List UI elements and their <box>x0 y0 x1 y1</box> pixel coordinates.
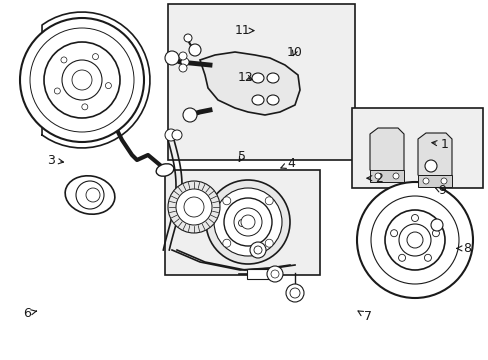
Circle shape <box>238 220 245 226</box>
Circle shape <box>181 58 189 66</box>
Circle shape <box>266 266 283 282</box>
Circle shape <box>81 104 88 110</box>
Circle shape <box>44 42 120 118</box>
Circle shape <box>179 64 186 72</box>
Circle shape <box>384 210 444 270</box>
Circle shape <box>430 219 442 231</box>
Circle shape <box>374 173 380 179</box>
Bar <box>351 108 482 188</box>
Text: 5: 5 <box>238 150 245 163</box>
Text: 2: 2 <box>366 172 382 185</box>
Circle shape <box>406 232 422 248</box>
Text: 9: 9 <box>434 184 446 197</box>
Bar <box>369 170 403 182</box>
Circle shape <box>356 182 472 298</box>
Circle shape <box>20 18 143 142</box>
Circle shape <box>76 181 104 209</box>
Circle shape <box>398 224 430 256</box>
Circle shape <box>62 60 102 100</box>
Circle shape <box>183 34 192 42</box>
Ellipse shape <box>251 95 264 105</box>
Circle shape <box>264 239 273 247</box>
Circle shape <box>205 180 289 264</box>
Polygon shape <box>200 52 299 115</box>
Circle shape <box>424 160 436 172</box>
Ellipse shape <box>65 176 115 214</box>
Circle shape <box>164 51 179 65</box>
Circle shape <box>168 181 220 233</box>
Circle shape <box>105 82 111 89</box>
Circle shape <box>183 108 197 122</box>
Text: 6: 6 <box>23 307 37 320</box>
Text: 8: 8 <box>456 242 470 255</box>
Circle shape <box>249 242 265 258</box>
Ellipse shape <box>156 164 173 176</box>
Circle shape <box>176 189 212 225</box>
Circle shape <box>183 197 203 217</box>
Polygon shape <box>417 133 451 181</box>
Ellipse shape <box>251 73 264 83</box>
Circle shape <box>411 215 418 221</box>
Circle shape <box>179 52 186 60</box>
Circle shape <box>424 254 430 261</box>
Circle shape <box>30 28 134 132</box>
Circle shape <box>54 88 60 94</box>
Text: 3: 3 <box>47 154 63 167</box>
Circle shape <box>422 178 428 184</box>
Circle shape <box>223 239 230 247</box>
Circle shape <box>72 70 92 90</box>
Text: 7: 7 <box>357 310 371 323</box>
Circle shape <box>86 188 100 202</box>
Ellipse shape <box>266 73 279 83</box>
Text: 12: 12 <box>238 71 253 84</box>
Circle shape <box>214 188 282 256</box>
Circle shape <box>392 173 398 179</box>
Circle shape <box>223 197 230 205</box>
Bar <box>246 269 268 279</box>
Circle shape <box>440 178 446 184</box>
Circle shape <box>172 130 182 140</box>
Circle shape <box>92 54 98 60</box>
Circle shape <box>189 44 201 56</box>
Bar <box>168 4 354 160</box>
Circle shape <box>264 197 273 205</box>
Circle shape <box>431 230 439 237</box>
Circle shape <box>234 208 262 236</box>
Text: 1: 1 <box>431 138 448 150</box>
Text: 4: 4 <box>280 157 294 170</box>
Ellipse shape <box>266 95 279 105</box>
Circle shape <box>61 57 67 63</box>
Circle shape <box>390 230 397 237</box>
Polygon shape <box>237 217 254 235</box>
Circle shape <box>270 270 279 278</box>
Bar <box>164 170 319 275</box>
Bar <box>417 175 451 187</box>
Circle shape <box>241 215 254 229</box>
Circle shape <box>164 129 177 141</box>
Circle shape <box>224 198 271 246</box>
Text: 10: 10 <box>286 46 302 59</box>
Circle shape <box>289 288 299 298</box>
Circle shape <box>370 196 458 284</box>
Text: 11: 11 <box>234 24 253 37</box>
Circle shape <box>253 246 262 254</box>
Circle shape <box>398 254 405 261</box>
Circle shape <box>285 284 304 302</box>
Polygon shape <box>369 128 403 176</box>
